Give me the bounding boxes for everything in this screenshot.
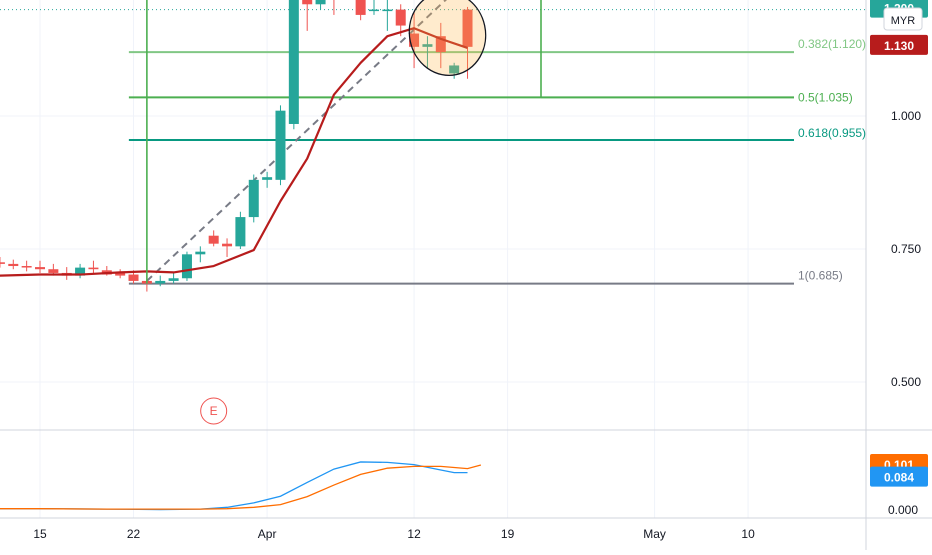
time-axis[interactable]: 15 22 Apr 12 19 May 10 xyxy=(33,527,755,541)
trend-line-dashed[interactable] xyxy=(146,0,534,282)
candle-body xyxy=(48,269,59,273)
currency-label: MYR xyxy=(891,15,916,27)
fib-level-label-0.618: 0.618(0.955) xyxy=(798,126,866,140)
candle-body xyxy=(195,251,206,255)
candle-body xyxy=(208,235,219,244)
candle-body xyxy=(382,9,393,12)
indicator-tag-blue-bg xyxy=(870,466,928,487)
price-tag-ma: 1.130 xyxy=(884,39,914,53)
candle-body xyxy=(35,267,45,270)
candle-body xyxy=(355,0,366,15)
candle-body xyxy=(88,267,99,270)
candle-body xyxy=(369,9,379,12)
price-tick-label: 0.500 xyxy=(891,375,921,389)
price-tick-label: 0.750 xyxy=(891,242,921,256)
trend-line[interactable] xyxy=(146,0,534,282)
candle-body xyxy=(248,179,259,218)
candle-body xyxy=(409,33,420,47)
fib-level-label-0.382: 0.382(1.120) xyxy=(798,37,866,51)
indicator-tag-blue: 0.084 xyxy=(884,471,914,485)
candle-body xyxy=(155,280,166,284)
candle-body xyxy=(275,110,286,180)
candle-body xyxy=(0,262,5,264)
candle-body xyxy=(422,44,433,47)
fibonacci-retracement[interactable]: 0(1.385)0.382(1.120)0.5(1.035)0.618(0.95… xyxy=(128,0,866,285)
time-tick-label: 12 xyxy=(407,527,421,541)
moving-average xyxy=(0,27,468,277)
time-tick-label: 19 xyxy=(501,527,515,541)
candle-body xyxy=(128,274,139,281)
earnings-marker-group[interactable]: E xyxy=(200,397,228,425)
candle-body xyxy=(262,177,273,180)
candle-body xyxy=(449,65,460,74)
candle-body xyxy=(181,254,192,279)
fib-level-label-0.5: 0.5(1.035) xyxy=(798,90,853,104)
candle-body xyxy=(168,278,179,281)
indicator-tick-label: 0.000 xyxy=(888,503,918,517)
candle-body xyxy=(115,272,126,276)
time-tick-label: 15 xyxy=(33,527,47,541)
candle-body xyxy=(75,267,86,276)
time-tick-label: 22 xyxy=(127,527,141,541)
earnings-marker-label: E xyxy=(210,404,218,418)
candles xyxy=(0,0,473,292)
time-tick-label: Apr xyxy=(258,527,277,541)
highlight-ellipse-group[interactable] xyxy=(402,0,494,83)
candle-body xyxy=(222,243,233,247)
candle-body xyxy=(21,266,32,268)
candle-body xyxy=(435,36,446,53)
candle-body xyxy=(395,9,406,26)
indicator-series-0 xyxy=(0,461,468,511)
indicator-pane xyxy=(0,461,482,511)
earnings-marker[interactable] xyxy=(200,397,228,425)
candle-body xyxy=(462,9,473,47)
candle-body xyxy=(235,217,246,247)
candle-body xyxy=(315,0,326,5)
currency-badge[interactable]: MYR xyxy=(883,7,923,31)
price-tag-ma-bg xyxy=(870,34,928,55)
candle-body xyxy=(8,263,19,267)
fib-level-label-1: 1(0.685) xyxy=(798,269,843,283)
candle-body xyxy=(302,0,313,5)
candle-body xyxy=(288,0,299,124)
measure-arrows[interactable] xyxy=(136,0,794,284)
moving-average-line xyxy=(0,27,468,277)
price-tick-label: 1.000 xyxy=(891,109,921,123)
indicator-series-1 xyxy=(0,464,482,510)
highlight-ellipse[interactable] xyxy=(402,0,494,83)
time-tick-label: 10 xyxy=(741,527,755,541)
time-tick-label: May xyxy=(643,527,666,541)
